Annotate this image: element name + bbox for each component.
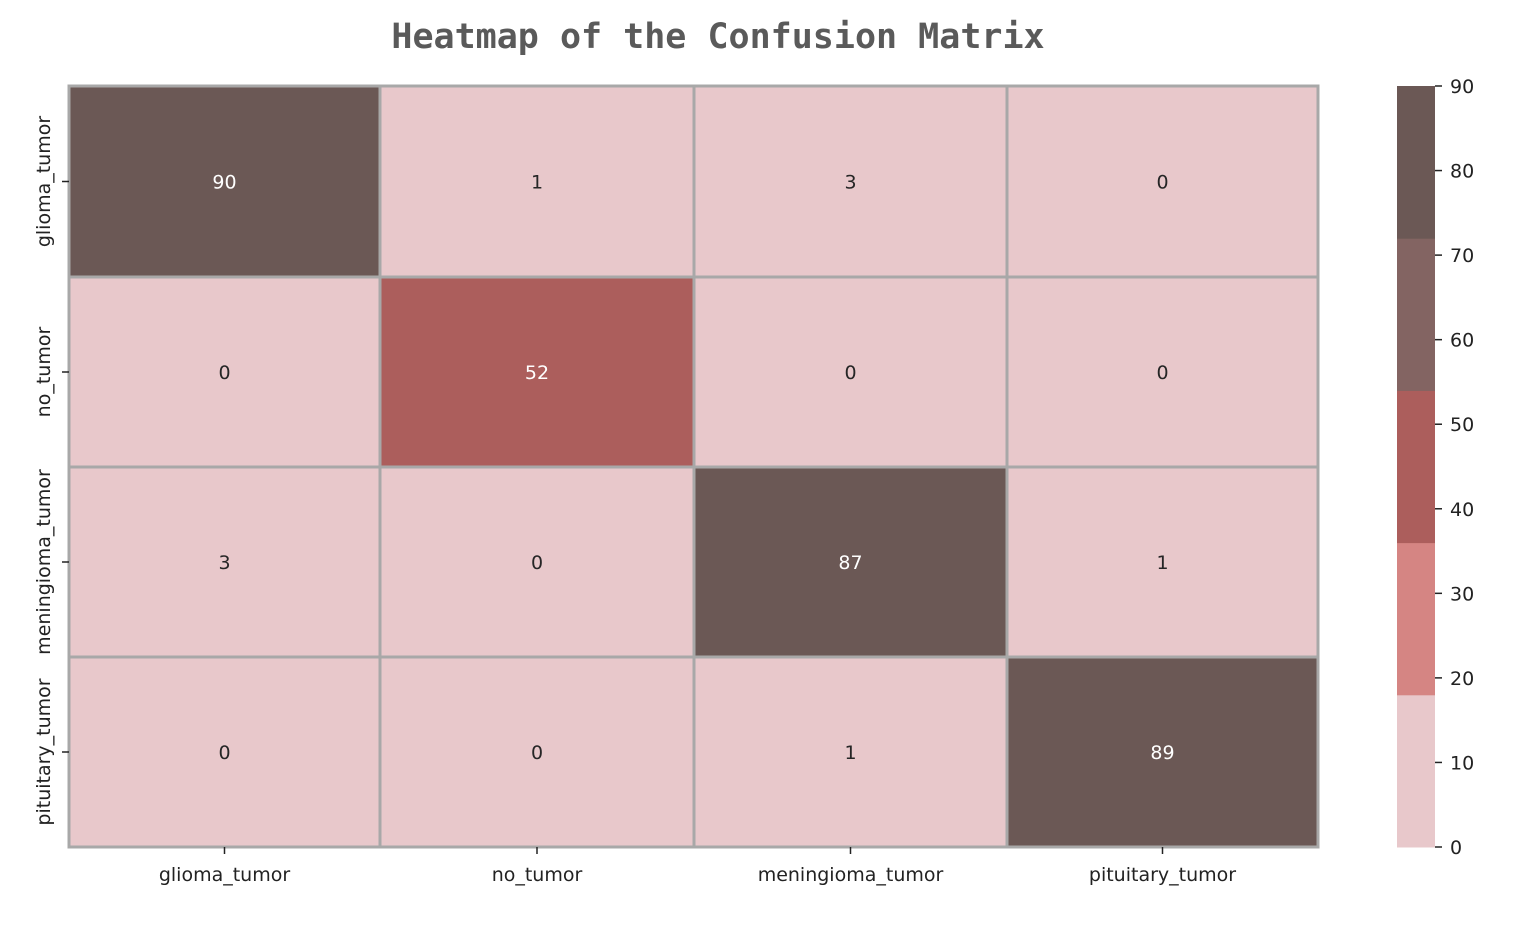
colorbar: 0 10 20 30 40 50 60 70 80 90 (1397, 76, 1474, 859)
heatmap-cell-value-3-0: 0 (218, 742, 230, 764)
colorbar-segment-1 (1397, 542, 1435, 696)
heatmap-cell-3-1 (378, 655, 696, 849)
x-tick-label-1: no_tumor (492, 864, 583, 886)
heatmap-cell-value-0-3: 0 (1156, 172, 1168, 194)
heatmap-cell-value-0-2: 3 (844, 172, 856, 194)
colorbar-segment-4 (1397, 86, 1435, 239)
colorbar-tick-label-4: 40 (1450, 499, 1474, 521)
heatmap-cell-value-1-1: 52 (525, 362, 549, 384)
colorbar-tick-label-6: 60 (1450, 330, 1474, 352)
x-tick-label-0: glioma_tumor (159, 864, 291, 886)
heatmap-cell-0-3 (1005, 84, 1320, 279)
y-tick-label-3: pituitary_tumor (33, 678, 55, 825)
colorbar-tick-label-1: 10 (1450, 752, 1474, 774)
heatmap-cell-2-3 (1005, 465, 1320, 659)
colorbar-tick-label-0: 0 (1450, 837, 1462, 859)
colorbar-tick-label-2: 20 (1450, 668, 1474, 690)
x-axis-ticks: glioma_tumor no_tumor meningioma_tumor pitu… (159, 847, 1236, 886)
heatmap-cell-1-1 (378, 275, 696, 469)
heatmap-cell-value-3-1: 0 (531, 742, 543, 764)
heatmap-cell-value-3-3: 89 (1150, 742, 1174, 764)
heatmap-cell-3-0 (67, 655, 382, 849)
heatmap-cell-0-2 (692, 84, 1009, 279)
heatmap-cell-2-1 (378, 465, 696, 659)
heatmap-cell-value-2-1: 0 (531, 552, 543, 574)
y-tick-label-0: glioma_tumor (33, 116, 55, 248)
colorbar-tick-label-9: 90 (1450, 76, 1474, 98)
heatmap-cell-3-3 (1005, 655, 1320, 849)
heatmap-cell-value-0-1: 1 (531, 172, 543, 194)
colorbar-tick-label-5: 50 (1450, 414, 1474, 436)
x-tick-label-3: pituitary_tumor (1089, 864, 1236, 886)
heatmap-cell-value-0-0: 90 (212, 172, 236, 194)
y-axis-ticks: glioma_tumor no_tumor meningioma_tumorpitu… (33, 116, 69, 826)
heatmap-cell-value-3-2: 1 (844, 742, 856, 764)
heatmap-cell-value-2-2: 87 (838, 552, 862, 574)
colorbar-tick-label-7: 70 (1450, 245, 1474, 267)
colorbar-segment-0 (1397, 694, 1435, 848)
heatmap-cell-1-3 (1005, 275, 1320, 469)
heatmap-cell-value-1-2: 0 (844, 362, 856, 384)
heatmap-cell-value-1-3: 0 (1156, 362, 1168, 384)
y-tick-label-1: no_tumor (33, 327, 55, 418)
heatmap-cell-1-0 (67, 275, 382, 469)
heatmap-cell-value-1-0: 0 (218, 362, 230, 384)
colorbar-segment-2 (1397, 390, 1435, 544)
heatmap-cell-value-2-0: 3 (218, 552, 230, 574)
x-tick-label-2: meningioma_tumor (758, 864, 944, 886)
heatmap-cell-value-2-3: 1 (1156, 552, 1168, 574)
heatmap-cell-0-0 (67, 84, 382, 279)
heatmap-cell-0-1 (378, 84, 696, 279)
colorbar-tick-label-3: 30 (1450, 583, 1474, 605)
colorbar-tick-label-8: 80 (1450, 161, 1474, 183)
y-tick-label-2: meningioma_tumor (33, 469, 55, 655)
heatmap-cells: 90 1 3 0 0 52 0 0 3 0 87 1 0 0 1 89 (67, 84, 1320, 849)
chart-title: Heatmap of the Confusion Matrix (391, 17, 1044, 57)
colorbar-segment-3 (1397, 238, 1435, 391)
